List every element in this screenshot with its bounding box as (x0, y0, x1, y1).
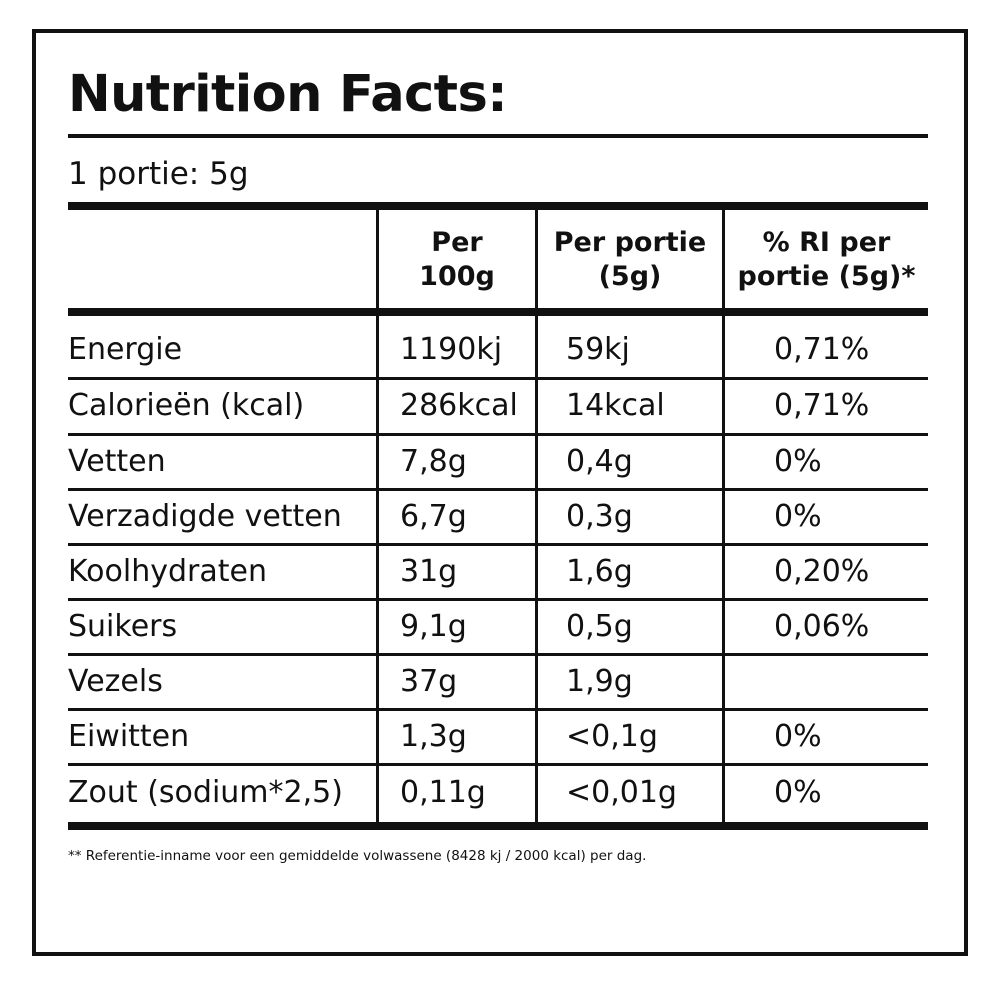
row-divider (68, 488, 928, 491)
nutrition-table: Per 100g Per portie (5g) % RI per portie… (68, 202, 928, 830)
nutrient-name: Calorieën (kcal) (68, 388, 305, 423)
nutrient-per-portion: <0,01g (566, 775, 677, 810)
nutrient-ri: 0% (774, 719, 822, 754)
nutrient-per-portion: <0,1g (566, 719, 658, 754)
nutrient-per-100g: 31g (400, 554, 458, 589)
nutrient-per-100g: 9,1g (400, 609, 467, 644)
serving-size: 1 portie: 5g (68, 156, 249, 192)
nutrient-per-100g: 1190kj (400, 332, 503, 367)
column-divider (535, 210, 538, 822)
nutrient-ri: 0% (774, 775, 822, 810)
nutrient-ri: 0,20% (774, 554, 870, 589)
nutrient-name: Vezels (68, 664, 163, 699)
nutrient-ri: 0% (774, 499, 822, 534)
row-divider (68, 653, 928, 656)
nutrition-label-frame (32, 29, 968, 956)
nutrient-per-100g: 1,3g (400, 719, 467, 754)
nutrient-name: Koolhydraten (68, 554, 267, 589)
row-divider (68, 598, 928, 601)
nutrient-per-portion: 0,4g (566, 444, 633, 479)
row-divider (68, 708, 928, 711)
column-divider (376, 210, 379, 822)
nutrient-ri: 0,71% (774, 388, 870, 423)
nutrient-per-portion: 0,3g (566, 499, 633, 534)
nutrient-per-portion: 1,6g (566, 554, 633, 589)
table-top-rule (68, 202, 928, 210)
nutrient-name: Vetten (68, 444, 166, 479)
nutrient-name: Suikers (68, 609, 178, 644)
column-header-nutrient (68, 212, 376, 308)
nutrient-ri: 0% (774, 444, 822, 479)
label-title: Nutrition Facts: (68, 65, 508, 124)
nutrient-per-portion: 14kcal (566, 388, 665, 423)
title-divider (68, 134, 928, 138)
row-divider (68, 543, 928, 546)
column-header-ri: % RI per portie (5g)* (737, 227, 916, 292)
nutrient-per-100g: 0,11g (400, 775, 486, 810)
nutrient-ri: 0,06% (774, 609, 870, 644)
row-divider (68, 763, 928, 766)
column-header-per-100g: Per 100g (419, 227, 495, 292)
nutrient-ri: 0,71% (774, 332, 870, 367)
nutrient-per-100g: 7,8g (400, 444, 467, 479)
nutrient-per-portion: 1,9g (566, 664, 633, 699)
nutrient-per-portion: 59kj (566, 332, 630, 367)
table-bottom-rule (68, 822, 928, 830)
row-divider (68, 433, 928, 436)
nutrient-per-100g: 37g (400, 664, 458, 699)
column-header-per-portion: Per portie (5g) (553, 227, 707, 292)
header-bottom-rule (68, 308, 928, 316)
reference-intake-footnote: ** Referentie-inname voor een gemiddelde… (68, 848, 647, 864)
nutrient-per-100g: 286kcal (400, 388, 518, 423)
nutrient-name: Zout (sodium*2,5) (68, 775, 343, 810)
column-divider (722, 210, 725, 822)
nutrient-name: Eiwitten (68, 719, 190, 754)
nutrient-per-100g: 6,7g (400, 499, 467, 534)
nutrient-name: Verzadigde vetten (68, 499, 342, 534)
row-divider (68, 377, 928, 380)
nutrient-name: Energie (68, 332, 183, 367)
nutrient-per-portion: 0,5g (566, 609, 633, 644)
